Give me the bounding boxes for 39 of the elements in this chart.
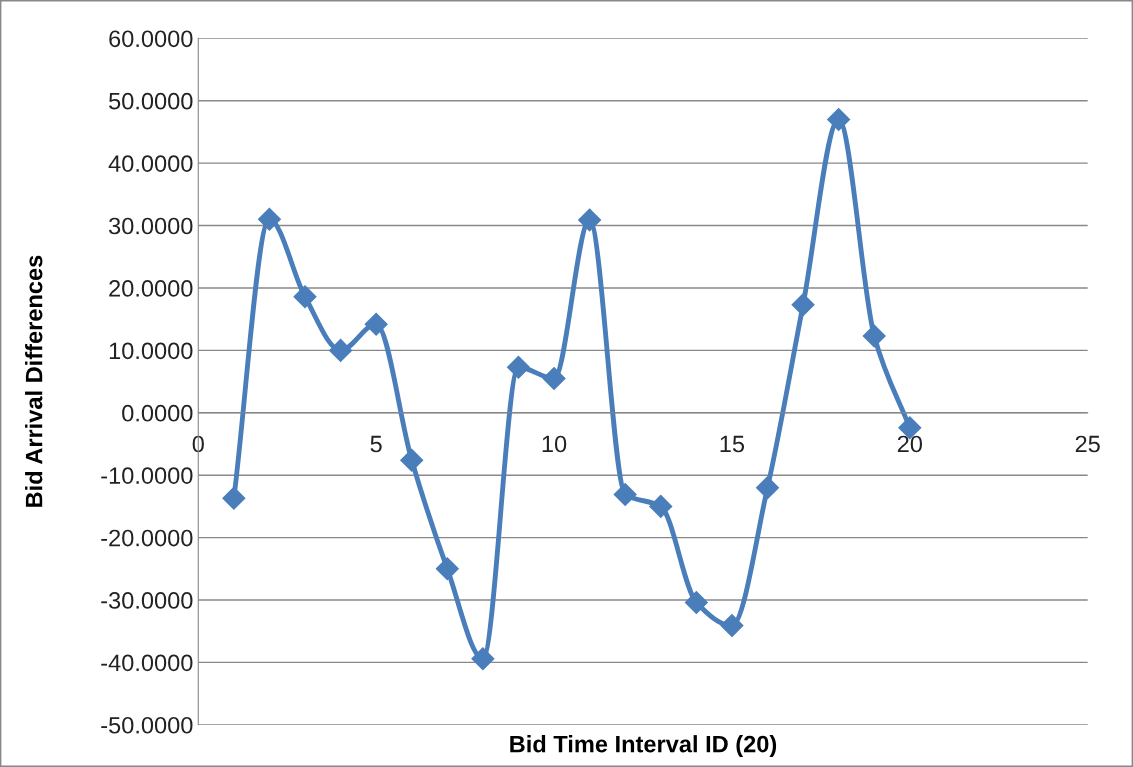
y-tick-label: 30.0000 (108, 217, 193, 235)
point (578, 208, 602, 232)
y-tick-label: -50.0000 (101, 716, 193, 734)
y-tick-label: 0.0000 (122, 404, 193, 422)
point (471, 647, 495, 671)
y-tick-label: 40.0000 (108, 155, 193, 172)
point (293, 285, 317, 309)
point (222, 486, 246, 510)
x-axis-title: Bid Time Interval ID (20) (510, 735, 777, 758)
y-tick-label: 20.0000 (109, 280, 193, 297)
y-tick-label: -10.0000 (101, 467, 193, 484)
x-tick-label: 15 (720, 435, 745, 453)
y-axis-title: Bid Arrival Differences (25, 255, 43, 507)
point (862, 324, 886, 348)
point (542, 366, 566, 390)
point (791, 293, 815, 317)
point (613, 483, 637, 507)
point (329, 338, 353, 362)
point (649, 494, 673, 518)
y-tick-label: -30.0000 (101, 592, 193, 609)
y-tick-label: 50.0000 (109, 92, 193, 110)
point (827, 107, 851, 131)
point (684, 591, 708, 614)
x-tick-label: 5 (370, 435, 382, 453)
x-tick-label: 20 (897, 435, 923, 453)
point (257, 207, 281, 231)
point (506, 355, 530, 379)
y-tick-label: -40.0000 (101, 654, 193, 672)
point (400, 448, 424, 472)
y-tick-label: 60.0000 (109, 30, 193, 48)
x-tick-label: 10 (542, 435, 567, 453)
y-tick-label: 10.0000 (109, 342, 193, 360)
point (755, 476, 779, 500)
x-tick-label: 0 (192, 435, 204, 453)
x-tick-label: 25 (1075, 435, 1100, 453)
point (720, 614, 744, 638)
point (364, 312, 388, 336)
point (435, 557, 459, 581)
y-tick-label: -20.0000 (101, 529, 193, 547)
